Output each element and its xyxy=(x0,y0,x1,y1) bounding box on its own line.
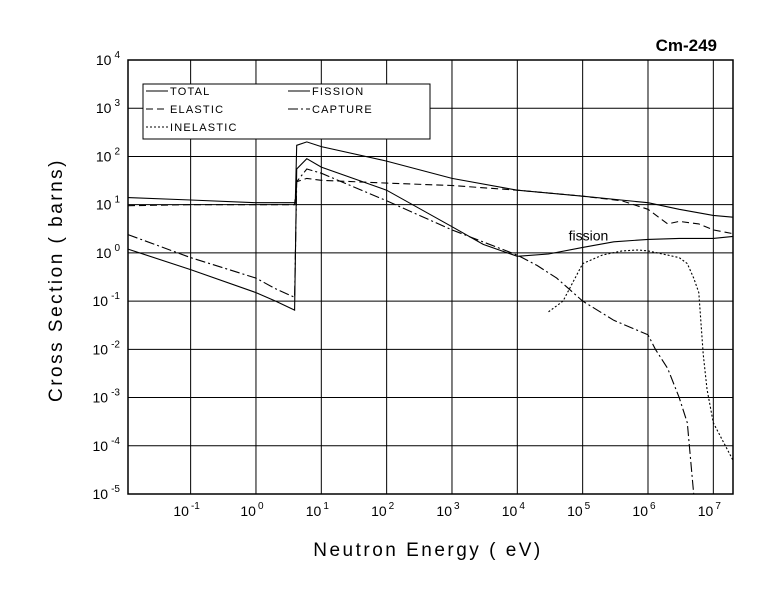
series-layer xyxy=(127,141,734,495)
y-tick-label: 10 -2 xyxy=(93,339,121,357)
x-tick-label: 10 2 xyxy=(371,501,395,519)
y-tick-label: 10 -1 xyxy=(93,291,121,309)
y-axis-label: Cross Section ( barns) xyxy=(46,158,67,402)
legend-label-fission: FISSION xyxy=(312,86,364,98)
plot-frame xyxy=(127,59,734,495)
legend-label-inelastic: INELASTIC xyxy=(170,122,238,134)
y-tick-label: 10 -5 xyxy=(93,484,121,502)
x-tick-label: 10 6 xyxy=(632,501,656,519)
y-tick-label: 10 -3 xyxy=(93,388,121,406)
x-axis-label: Neutron Energy ( eV) xyxy=(313,540,543,561)
x-tick-label: 10 7 xyxy=(698,501,722,519)
chart-title: Cm-249 xyxy=(656,36,717,55)
series-fission-line xyxy=(127,158,734,311)
series-inelastic-line xyxy=(548,249,734,461)
series-capture-line xyxy=(127,168,695,495)
y-tick-label: 10 3 xyxy=(96,98,121,116)
x-tick-label: 10 4 xyxy=(502,501,526,519)
legend-label-total: TOTAL xyxy=(170,86,210,98)
y-tick-label: 10 2 xyxy=(96,146,121,164)
y-tick-label: 10 4 xyxy=(96,50,121,68)
y-tick-label: 10 1 xyxy=(96,195,121,213)
legend-label-elastic: ELASTIC xyxy=(170,104,224,116)
series-elastic-line xyxy=(127,177,734,235)
x-tick-label: 10 -1 xyxy=(173,501,200,519)
annotation-fission: fission xyxy=(569,227,609,243)
x-tick-label: 10 1 xyxy=(306,501,330,519)
legend-label-capture: CAPTURE xyxy=(312,104,373,116)
series-total-line xyxy=(127,141,734,218)
x-tick-label: 10 0 xyxy=(240,501,264,519)
y-tick-label: 10 -4 xyxy=(93,436,121,454)
x-tick-label: 10 3 xyxy=(436,501,460,519)
legend: TOTAL ELASTIC INELASTIC FISSION CAPTURE xyxy=(142,83,431,140)
x-tick-label: 10 5 xyxy=(567,501,591,519)
y-tick-label: 10 0 xyxy=(96,243,121,261)
tick-labels: 10 -1 10 0 10 1 10 2 10 3 10 4 10 5 10 6 10 7 10 4 10 3 10 2 10 1… xyxy=(93,50,722,519)
legend-box xyxy=(142,83,431,140)
